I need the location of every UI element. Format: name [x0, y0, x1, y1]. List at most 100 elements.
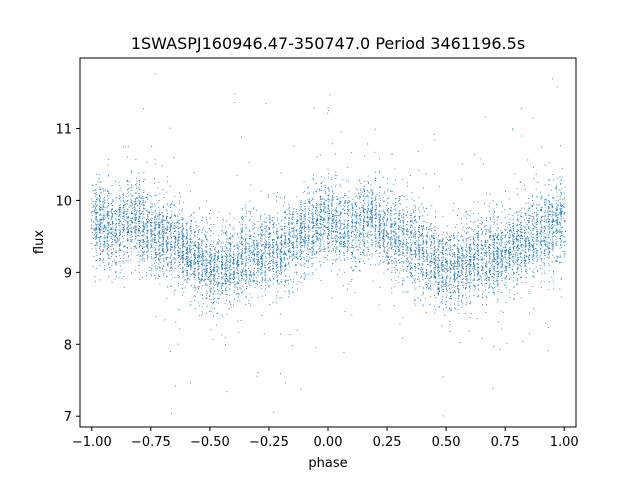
- data-point: [148, 267, 150, 269]
- data-point: [106, 190, 108, 192]
- data-point: [472, 235, 474, 237]
- data-point: [154, 225, 156, 227]
- data-point: [363, 221, 365, 222]
- data-point: [461, 281, 463, 283]
- data-point: [265, 288, 267, 290]
- data-point: [514, 245, 516, 247]
- data-point: [211, 261, 213, 263]
- data-point: [186, 274, 187, 276]
- data-point: [237, 265, 238, 267]
- data-point: [359, 254, 361, 255]
- data-point: [234, 262, 236, 264]
- data-point: [338, 233, 340, 235]
- data-point: [540, 259, 542, 260]
- data-point: [468, 236, 470, 238]
- data-point: [425, 277, 426, 279]
- data-point: [139, 220, 141, 222]
- data-point: [464, 230, 466, 232]
- data-point: [518, 220, 520, 222]
- data-point: [504, 267, 506, 269]
- data-point: [161, 248, 163, 250]
- data-point: [116, 197, 118, 199]
- data-point: [441, 267, 443, 269]
- data-point: [174, 195, 176, 197]
- data-point: [519, 264, 521, 266]
- data-point: [256, 251, 258, 253]
- data-point: [170, 232, 172, 234]
- data-point: [221, 266, 223, 268]
- data-point: [548, 235, 550, 237]
- data-point: [442, 231, 444, 233]
- data-point: [166, 275, 167, 277]
- data-point: [541, 196, 543, 198]
- data-point: [415, 304, 417, 306]
- data-point: [520, 242, 522, 243]
- data-point: [376, 250, 377, 252]
- data-point: [528, 198, 529, 200]
- data-point: [492, 387, 494, 389]
- data-point: [449, 277, 451, 279]
- data-point: [387, 269, 389, 271]
- data-point: [224, 289, 226, 291]
- data-point: [147, 221, 149, 223]
- data-point: [282, 205, 284, 207]
- data-point: [260, 218, 262, 220]
- data-point: [425, 283, 427, 285]
- data-point: [119, 244, 121, 246]
- data-point: [518, 247, 520, 249]
- data-point: [457, 274, 458, 276]
- data-point: [398, 240, 400, 242]
- data-point: [335, 221, 337, 223]
- data-point: [157, 254, 159, 256]
- data-point: [260, 256, 262, 258]
- data-point: [146, 219, 148, 220]
- data-point: [158, 219, 160, 221]
- data-point: [477, 232, 479, 234]
- data-point: [467, 263, 469, 265]
- data-point: [552, 240, 554, 242]
- data-point: [214, 264, 216, 266]
- data-point: [531, 244, 533, 246]
- data-point: [377, 213, 379, 215]
- data-point: [249, 261, 251, 263]
- data-point: [189, 237, 191, 239]
- data-point: [481, 270, 482, 271]
- data-point: [414, 226, 416, 228]
- data-point: [426, 275, 428, 277]
- data-point: [506, 275, 507, 277]
- data-point: [210, 256, 212, 258]
- data-point: [426, 241, 428, 243]
- data-point: [441, 286, 443, 288]
- data-point: [241, 241, 242, 243]
- data-point: [210, 240, 212, 242]
- data-point: [418, 253, 420, 255]
- data-point: [418, 208, 420, 210]
- data-point: [375, 198, 377, 200]
- data-point: [476, 246, 478, 248]
- data-point: [366, 217, 368, 219]
- data-point: [106, 246, 108, 247]
- data-point: [115, 262, 117, 264]
- data-point: [462, 279, 464, 281]
- data-point: [410, 246, 412, 248]
- data-point: [268, 247, 270, 249]
- data-point: [434, 312, 436, 314]
- data-point: [442, 285, 444, 287]
- data-point: [313, 242, 314, 244]
- data-point: [434, 261, 435, 263]
- data-point: [556, 221, 558, 223]
- data-point: [418, 237, 420, 239]
- data-point: [96, 204, 98, 206]
- data-point: [390, 242, 392, 244]
- data-point: [128, 216, 129, 218]
- data-point: [104, 235, 106, 237]
- data-point: [185, 261, 187, 263]
- data-point: [201, 239, 203, 241]
- data-point: [476, 263, 478, 265]
- data-point: [253, 280, 255, 282]
- data-point: [304, 190, 305, 192]
- data-point: [201, 264, 203, 266]
- data-point: [499, 250, 501, 252]
- data-point: [504, 217, 506, 219]
- data-point: [462, 255, 464, 257]
